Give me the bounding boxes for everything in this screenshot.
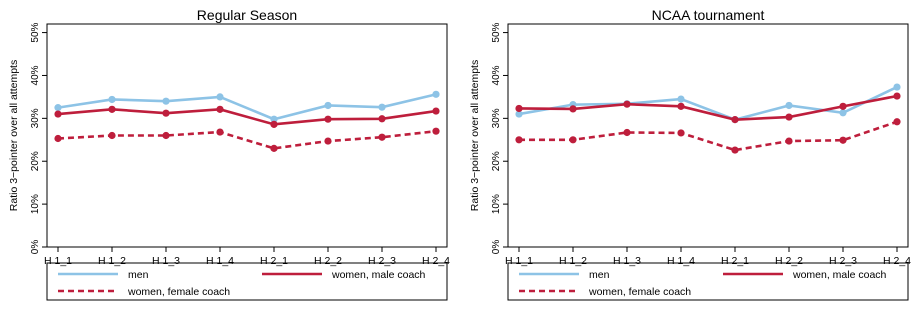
legend-box — [507, 262, 909, 301]
data-point — [54, 110, 62, 118]
y-tick-label: 40% — [30, 65, 41, 85]
data-point — [893, 83, 901, 91]
data-point — [839, 136, 847, 144]
data-point — [677, 102, 685, 110]
y-tick-label: 50% — [491, 22, 502, 42]
x-tick-label: H 1_1 — [505, 255, 533, 267]
x-tick-label: H 1_2 — [559, 255, 587, 267]
x-tick-label: H 1_3 — [613, 255, 641, 267]
y-axis-label: Ratio 3−pointer over all attempts — [469, 60, 481, 211]
y-tick-label: 30% — [30, 108, 41, 128]
data-point — [515, 136, 523, 144]
data-point — [515, 104, 523, 113]
x-tick-label: H 1_4 — [206, 255, 234, 267]
y-tick-label: 40% — [491, 65, 502, 85]
data-point — [270, 144, 278, 152]
x-tick-label: H 2_2 — [314, 255, 342, 267]
y-axis-label: Ratio 3−pointer over all attempts — [8, 60, 20, 211]
data-point — [378, 103, 386, 111]
legend-label: women, male coach — [792, 269, 887, 281]
data-point — [623, 128, 631, 137]
data-point — [677, 95, 685, 103]
series-line-3 — [57, 129, 437, 150]
data-point — [216, 105, 224, 113]
data-point — [785, 101, 793, 110]
y-tick-label: 50% — [30, 22, 41, 42]
data-point — [731, 116, 739, 124]
data-point — [324, 101, 332, 110]
data-point — [677, 129, 685, 137]
x-tick-label: H 2_4 — [883, 255, 911, 267]
series-line-3 — [519, 120, 898, 152]
legend-label: men — [589, 269, 610, 281]
chart-panel-1: Regular Season 0% 10% 20% 30% 40% 50% Ratio 3−p… — [8, 7, 450, 301]
plot-frame — [507, 23, 909, 248]
x-tick-label: H 1_3 — [152, 255, 180, 267]
y-tick-label: 10% — [491, 194, 502, 214]
data-point — [432, 107, 440, 115]
data-point — [270, 120, 278, 128]
data-point — [324, 115, 332, 123]
x-tick-label: H 2_1 — [721, 255, 749, 267]
chart-panel-2: NCAA tournament 0% 10% 20% 30% 40% 50% Ratio 3−… — [469, 7, 911, 301]
data-point — [162, 97, 170, 105]
x-tick-label: H 1_2 — [98, 255, 126, 267]
y-tick-label: 20% — [30, 151, 41, 171]
x-tick-label: H 2_2 — [775, 255, 803, 267]
data-point — [839, 102, 847, 110]
data-point — [378, 115, 386, 123]
data-point — [785, 137, 793, 145]
data-point — [54, 104, 62, 112]
legend-label: men — [128, 269, 149, 281]
data-point — [432, 90, 440, 98]
series-line-2 — [57, 108, 437, 126]
plot-frame — [46, 23, 448, 248]
legend-box — [46, 262, 448, 301]
series-line-2 — [518, 94, 898, 121]
data-point — [216, 128, 224, 136]
y-tick-label: 0% — [491, 240, 502, 255]
data-point — [108, 105, 116, 113]
x-tick-label: H 2_3 — [368, 255, 396, 267]
x-tick-label: H 1_1 — [44, 255, 72, 267]
y-tick-label: 10% — [30, 194, 41, 214]
data-point — [893, 118, 901, 126]
series-line-1 — [518, 85, 898, 121]
data-point — [569, 105, 577, 113]
data-point — [432, 127, 440, 135]
data-point — [515, 110, 523, 118]
y-tick-label: 0% — [30, 240, 41, 255]
data-point — [108, 95, 116, 104]
y-tick-label: 30% — [491, 108, 502, 128]
x-tick-label: H 2_4 — [422, 255, 450, 267]
data-point — [54, 134, 62, 143]
legend-label: women, female coach — [588, 286, 691, 298]
data-point — [378, 133, 386, 141]
data-point — [324, 137, 332, 145]
data-point — [839, 109, 847, 117]
legend-label: women, female coach — [127, 286, 230, 298]
data-point — [270, 115, 278, 123]
chart-title: NCAA tournament — [652, 7, 765, 23]
series-line-1 — [57, 93, 437, 121]
data-point — [731, 146, 739, 154]
data-point — [216, 93, 224, 101]
chart-title: Regular Season — [197, 7, 297, 23]
x-tick-label: H 1_4 — [667, 255, 695, 267]
data-point — [162, 131, 170, 140]
x-tick-label: H 2_3 — [829, 255, 857, 267]
data-point — [785, 113, 793, 121]
data-point — [623, 100, 631, 108]
data-point — [162, 109, 170, 117]
y-tick-label: 20% — [491, 151, 502, 171]
x-tick-label: H 2_1 — [260, 255, 288, 267]
data-point — [569, 136, 577, 144]
data-point — [108, 131, 116, 140]
data-point — [893, 92, 901, 100]
legend-label: women, male coach — [331, 269, 426, 281]
